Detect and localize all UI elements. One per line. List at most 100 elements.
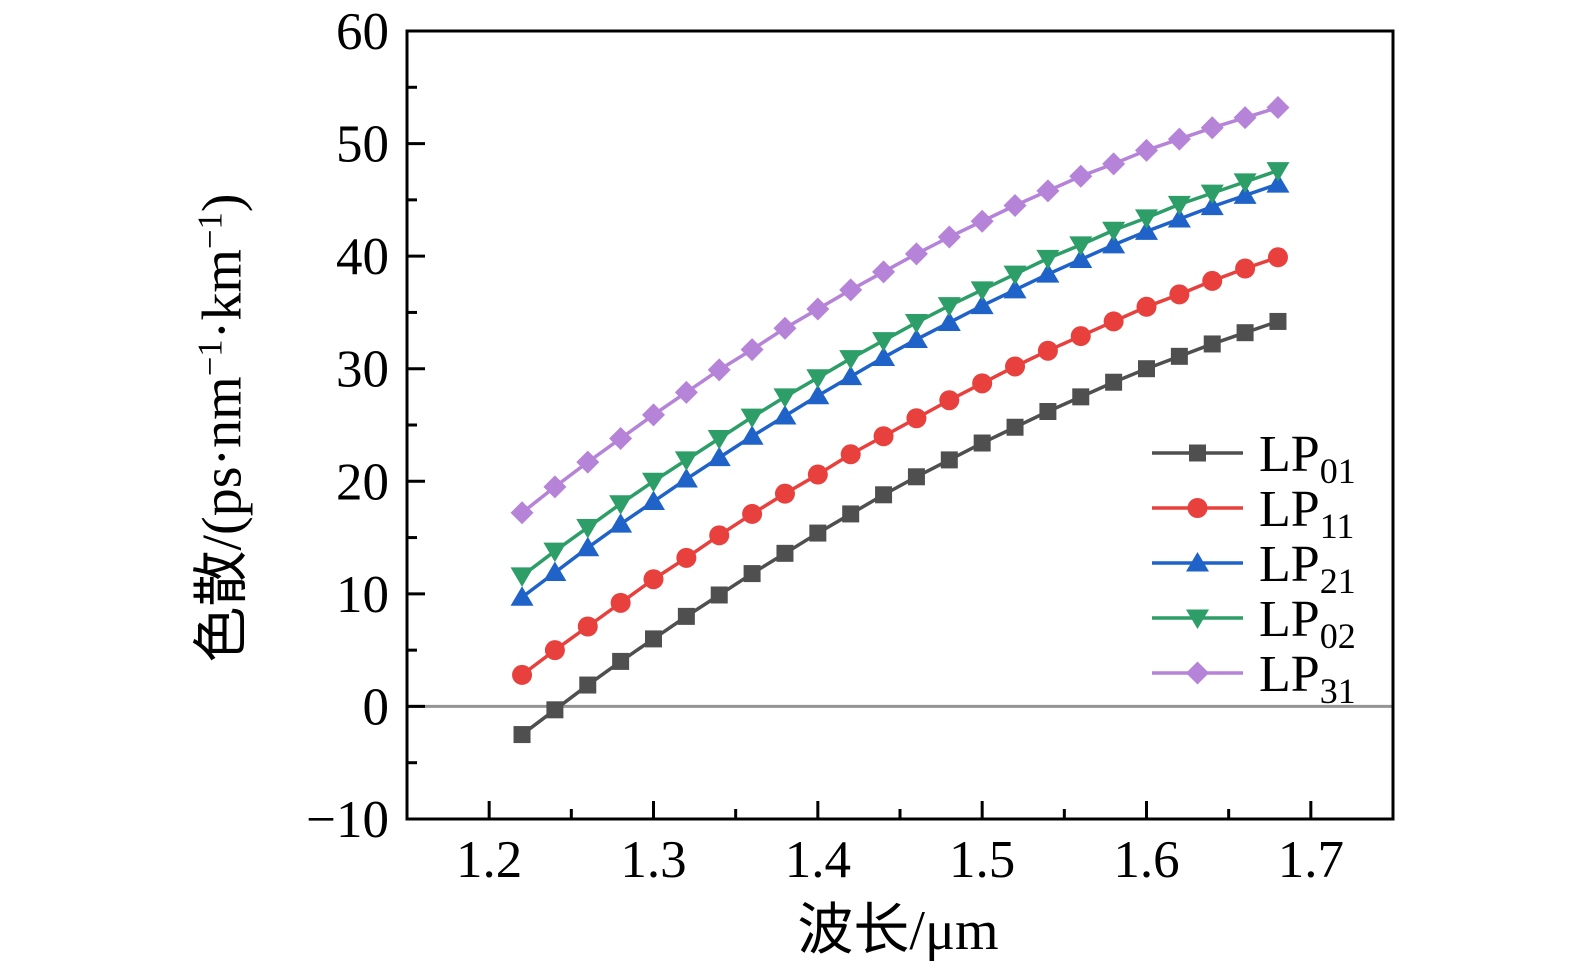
- y-tick-label: 0: [363, 678, 390, 736]
- data-point-square: [579, 676, 597, 694]
- x-tick-label: 1.7: [1278, 831, 1344, 889]
- data-point-square: [1105, 373, 1123, 391]
- x-tick-label: 1.2: [456, 831, 522, 889]
- data-point-triangle-down: [1266, 162, 1290, 182]
- data-point-triangle-up: [937, 311, 961, 332]
- data-point-triangle-up: [1167, 207, 1191, 228]
- data-point-triangle-down: [1102, 221, 1126, 242]
- data-point-triangle-up: [1233, 184, 1257, 204]
- data-point-triangle-down: [1003, 265, 1027, 286]
- data-point-square: [875, 486, 893, 504]
- data-point-triangle-up: [740, 425, 764, 445]
- legend-entry-LP01: LP01: [1152, 426, 1356, 491]
- data-point-circle: [512, 664, 533, 685]
- data-point-circle: [1202, 270, 1223, 291]
- data-point-diamond: [1135, 138, 1158, 162]
- data-point-circle: [709, 525, 730, 546]
- data-point-diamond: [1102, 152, 1126, 176]
- data-point-triangle-up: [773, 404, 797, 425]
- data-point-triangle-down: [510, 567, 534, 587]
- data-point-circle: [1070, 326, 1091, 347]
- data-point-square: [1170, 347, 1188, 365]
- data-point-diamond: [806, 297, 830, 321]
- data-point-triangle-down: [740, 408, 764, 429]
- series-LP31: [510, 96, 1290, 525]
- series-line-LP11: [520, 255, 1279, 677]
- y-axis-title-superscript: −1: [190, 212, 230, 250]
- data-point-circle: [1169, 284, 1190, 305]
- legend-label-subscript: 11: [1320, 506, 1355, 546]
- data-point-triangle-down: [872, 332, 896, 352]
- data-point-square: [973, 434, 991, 452]
- data-point-square: [809, 524, 827, 542]
- data-point-circle: [1136, 296, 1157, 317]
- data-point-square: [546, 701, 564, 719]
- data-point-circle: [774, 483, 795, 504]
- y-tick-label: 10: [336, 566, 389, 624]
- legend-label-subscript: 31: [1320, 671, 1356, 711]
- data-point-triangle-up: [1036, 263, 1060, 283]
- data-point-circle: [742, 503, 763, 524]
- data-point-square: [776, 544, 794, 562]
- data-point-triangle-up: [904, 328, 928, 348]
- data-point-diamond: [904, 242, 928, 266]
- data-point-diamond: [1200, 116, 1224, 140]
- data-point-triangle-down: [674, 451, 698, 471]
- data-point-triangle-up: [1200, 195, 1224, 216]
- series-LP21: [510, 173, 1290, 606]
- data-point-triangle-up: [1003, 278, 1027, 299]
- data-point-circle: [610, 592, 631, 613]
- y-tick-label: 30: [336, 341, 389, 399]
- data-point-triangle-down: [904, 314, 928, 334]
- data-point-diamond: [1233, 106, 1257, 130]
- data-point-triangle-up: [674, 468, 698, 488]
- data-point-square: [842, 505, 860, 523]
- y-tick-label: 60: [336, 3, 389, 61]
- data-point-circle: [807, 464, 828, 485]
- data-point-triangle-up: [1186, 552, 1209, 572]
- data-point-triangle-up: [806, 384, 830, 405]
- data-point-circle: [972, 373, 993, 394]
- data-point-circle: [544, 640, 565, 661]
- data-point-triangle-down: [576, 518, 600, 539]
- data-point-diamond: [1036, 179, 1060, 203]
- data-point-triangle-down: [642, 472, 665, 493]
- data-point-diamond: [642, 403, 665, 427]
- data-point-circle: [1267, 247, 1288, 268]
- data-point-square: [1189, 444, 1206, 462]
- data-point-circle: [1103, 311, 1124, 332]
- data-point-triangle-up: [609, 513, 633, 533]
- data-point-triangle-up: [642, 490, 665, 511]
- data-point-square: [1203, 335, 1221, 353]
- data-point-triangle-down: [543, 542, 567, 563]
- data-point-triangle-down: [806, 369, 830, 389]
- data-point-triangle-up: [576, 536, 600, 557]
- data-point-triangle-up: [543, 561, 567, 581]
- legend-label-subscript: 02: [1320, 616, 1356, 656]
- data-point-diamond: [773, 316, 797, 340]
- data-point-square: [1236, 324, 1254, 342]
- data-point-circle: [1187, 498, 1208, 518]
- data-point-square: [1006, 418, 1024, 436]
- data-point-diamond: [1186, 661, 1209, 685]
- series-LP02: [510, 162, 1290, 587]
- data-point-triangle-down: [1135, 209, 1158, 229]
- data-point-diamond: [1003, 193, 1027, 217]
- legend-label: LP01: [1259, 426, 1356, 491]
- data-point-circle: [1235, 258, 1256, 279]
- y-tick-label: −10: [306, 791, 389, 849]
- data-point-diamond: [1069, 164, 1093, 188]
- data-point-diamond: [872, 260, 896, 284]
- data-point-square: [743, 565, 761, 583]
- y-axis-title: 色散/(ps·nm−1·km−1): [190, 194, 253, 663]
- series-LP01: [513, 312, 1287, 744]
- data-point-circle: [676, 547, 697, 568]
- data-point-square: [940, 451, 958, 469]
- legend-label-subscript: 01: [1320, 451, 1356, 491]
- data-point-circle: [906, 408, 927, 429]
- data-point-diamond: [1266, 96, 1290, 120]
- y-axis-title-superscript: −1: [190, 339, 230, 377]
- data-point-diamond: [609, 427, 633, 451]
